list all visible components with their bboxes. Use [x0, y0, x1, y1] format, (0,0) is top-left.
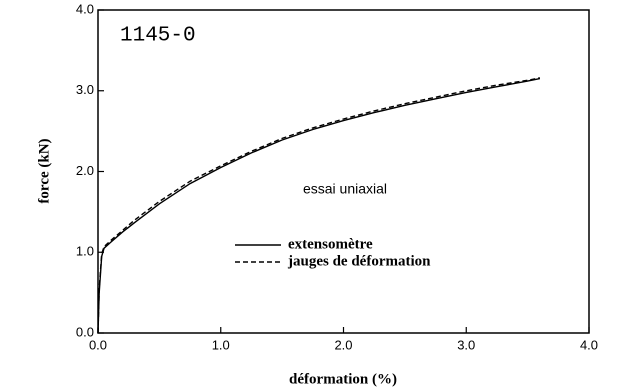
x-tick-label: 0.0	[89, 337, 107, 352]
series-line	[97, 77, 541, 334]
legend-label: extensomètre	[288, 236, 373, 252]
x-tick-label: 3.0	[457, 337, 475, 352]
y-tick-label: 0.0	[76, 324, 94, 339]
plot-frame	[97, 9, 590, 334]
series-line	[97, 77, 541, 334]
y-tick-label: 2.0	[76, 163, 94, 178]
sample-label: 1145-0	[120, 25, 196, 48]
x-axis-label: déformation (%)	[289, 371, 397, 387]
y-tick-label: 1.0	[76, 244, 94, 259]
x-tick-label: 1.0	[212, 337, 230, 352]
legend-label: jauges de déformation	[287, 253, 431, 269]
y-tick-label: 4.0	[76, 1, 94, 16]
y-axis-label: force (kN)	[36, 138, 52, 203]
x-tick-label: 4.0	[580, 337, 598, 352]
x-tick-label: 2.0	[334, 337, 352, 352]
test-label: essai uniaxial	[303, 181, 387, 197]
y-tick-label: 3.0	[76, 82, 94, 97]
